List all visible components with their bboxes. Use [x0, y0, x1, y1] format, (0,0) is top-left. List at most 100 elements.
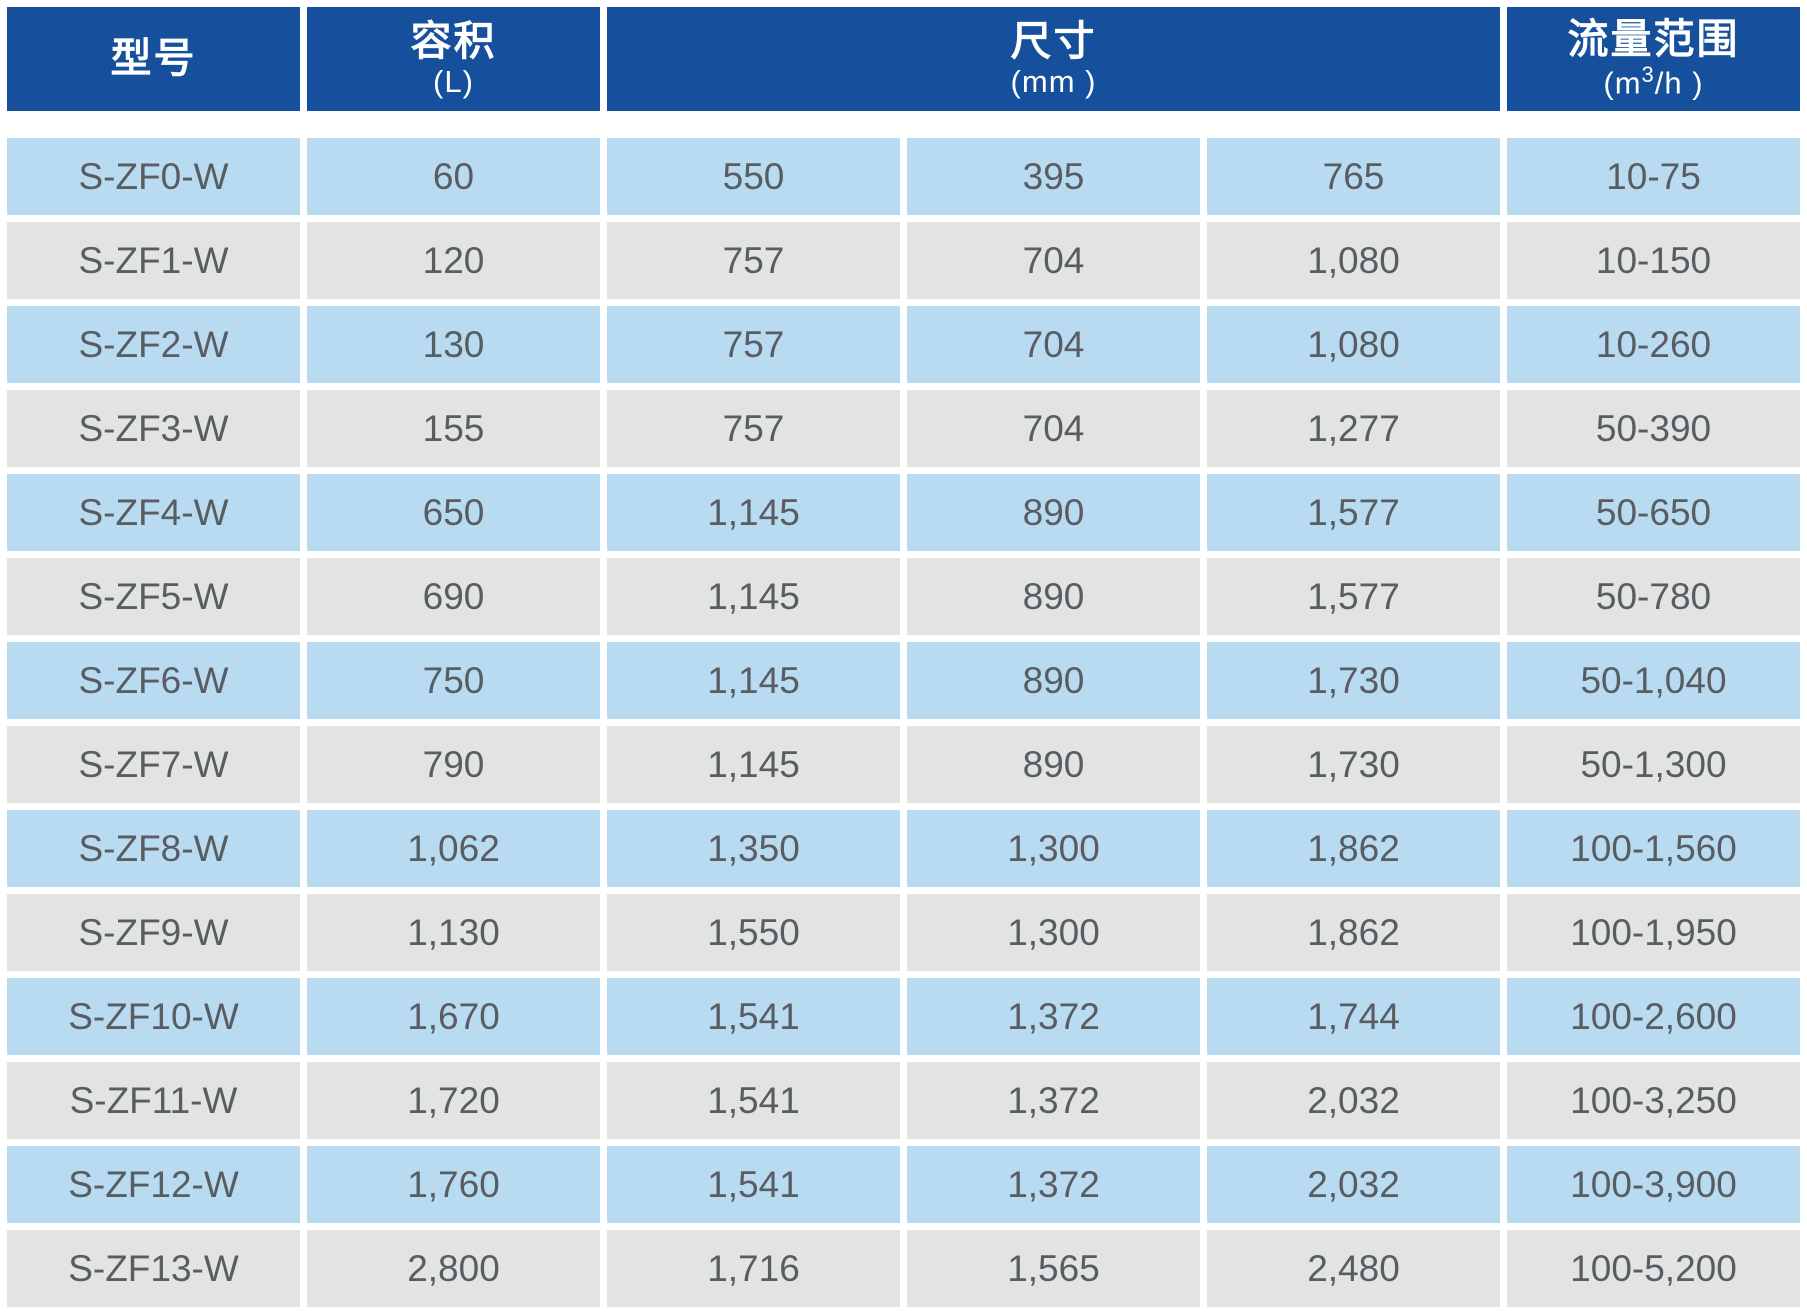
value-cell: 1,565 — [907, 1230, 1200, 1307]
value-cell: 550 — [607, 138, 900, 215]
value-cell: 2,032 — [1207, 1146, 1500, 1223]
value-cell: 155 — [307, 390, 600, 467]
value-cell: 130 — [307, 306, 600, 383]
value-cell: 100-3,250 — [1507, 1062, 1800, 1139]
value-cell: 765 — [1207, 138, 1500, 215]
table-row: S-ZF4-W 650 1,145 890 1,577 50-650 — [7, 474, 1800, 551]
value-cell: 1,862 — [1207, 894, 1500, 971]
value-cell: 10-150 — [1507, 222, 1800, 299]
value-cell: 1,744 — [1207, 978, 1500, 1055]
value-cell: 1,550 — [607, 894, 900, 971]
value-cell: 1,300 — [907, 810, 1200, 887]
value-cell: 1,062 — [307, 810, 600, 887]
value-cell: 1,730 — [1207, 642, 1500, 719]
value-cell: 1,716 — [607, 1230, 900, 1307]
header-volume: 容积 (L) — [307, 7, 600, 111]
value-cell: 704 — [907, 306, 1200, 383]
value-cell: 704 — [907, 222, 1200, 299]
table-row: S-ZF7-W 790 1,145 890 1,730 50-1,300 — [7, 726, 1800, 803]
value-cell: 890 — [907, 642, 1200, 719]
value-cell: 1,080 — [1207, 306, 1500, 383]
value-cell: 1,130 — [307, 894, 600, 971]
table-row: S-ZF3-W 155 757 704 1,277 50-390 — [7, 390, 1800, 467]
table-row: S-ZF10-W 1,670 1,541 1,372 1,744 100-2,600 — [7, 978, 1800, 1055]
value-cell: 120 — [307, 222, 600, 299]
value-cell: 1,541 — [607, 1146, 900, 1223]
table-row: S-ZF13-W 2,800 1,716 1,565 2,480 100-5,200 — [7, 1230, 1800, 1307]
table-row: S-ZF11-W 1,720 1,541 1,372 2,032 100-3,250 — [7, 1062, 1800, 1139]
value-cell: 1,730 — [1207, 726, 1500, 803]
value-cell: 1,350 — [607, 810, 900, 887]
model-cell: S-ZF7-W — [7, 726, 300, 803]
value-cell: 10-260 — [1507, 306, 1800, 383]
value-cell: 100-3,900 — [1507, 1146, 1800, 1223]
value-cell: 890 — [907, 726, 1200, 803]
value-cell: 100-2,600 — [1507, 978, 1800, 1055]
value-cell: 1,080 — [1207, 222, 1500, 299]
table-row: S-ZF1-W 120 757 704 1,080 10-150 — [7, 222, 1800, 299]
value-cell: 757 — [607, 390, 900, 467]
table-row: S-ZF2-W 130 757 704 1,080 10-260 — [7, 306, 1800, 383]
value-cell: 50-650 — [1507, 474, 1800, 551]
value-cell: 1,541 — [607, 978, 900, 1055]
value-cell: 1,862 — [1207, 810, 1500, 887]
value-cell: 757 — [607, 222, 900, 299]
header-model-title: 型号 — [110, 35, 197, 82]
value-cell: 1,760 — [307, 1146, 600, 1223]
header-row: 型号 容积 (L) 尺寸 (mm ) 流量范围 (m3/h ) — [7, 7, 1800, 111]
model-cell: S-ZF2-W — [7, 306, 300, 383]
table-row: S-ZF8-W 1,062 1,350 1,300 1,862 100-1,560 — [7, 810, 1800, 887]
value-cell: 395 — [907, 138, 1200, 215]
value-cell: 50-1,300 — [1507, 726, 1800, 803]
header-flow: 流量范围 (m3/h ) — [1507, 7, 1800, 111]
header-volume-title: 容积 — [410, 17, 497, 64]
value-cell: 1,145 — [607, 474, 900, 551]
value-cell: 1,541 — [607, 1062, 900, 1139]
value-cell: 2,032 — [1207, 1062, 1500, 1139]
value-cell: 750 — [307, 642, 600, 719]
model-cell: S-ZF0-W — [7, 138, 300, 215]
value-cell: 1,372 — [907, 978, 1200, 1055]
table-row: S-ZF6-W 750 1,145 890 1,730 50-1,040 — [7, 642, 1800, 719]
value-cell: 1,145 — [607, 726, 900, 803]
value-cell: 100-5,200 — [1507, 1230, 1800, 1307]
value-cell: 10-75 — [1507, 138, 1800, 215]
value-cell: 100-1,560 — [1507, 810, 1800, 887]
header-model: 型号 — [7, 7, 300, 111]
model-cell: S-ZF9-W — [7, 894, 300, 971]
value-cell: 50-390 — [1507, 390, 1800, 467]
value-cell: 650 — [307, 474, 600, 551]
value-cell: 1,372 — [907, 1062, 1200, 1139]
value-cell: 50-1,040 — [1507, 642, 1800, 719]
value-cell: 704 — [907, 390, 1200, 467]
header-dimensions-unit: (mm ) — [1010, 63, 1097, 99]
value-cell: 1,277 — [1207, 390, 1500, 467]
table-row: S-ZF0-W 60 550 395 765 10-75 — [7, 138, 1800, 215]
value-cell: 100-1,950 — [1507, 894, 1800, 971]
value-cell: 890 — [907, 474, 1200, 551]
model-cell: S-ZF8-W — [7, 810, 300, 887]
model-cell: S-ZF1-W — [7, 222, 300, 299]
value-cell: 2,800 — [307, 1230, 600, 1307]
value-cell: 1,372 — [907, 1146, 1200, 1223]
header-gap-spacer — [7, 118, 1800, 131]
model-cell: S-ZF11-W — [7, 1062, 300, 1139]
value-cell: 1,720 — [307, 1062, 600, 1139]
value-cell: 690 — [307, 558, 600, 635]
value-cell: 1,145 — [607, 558, 900, 635]
header-volume-unit: (L) — [433, 63, 474, 99]
value-cell: 757 — [607, 306, 900, 383]
value-cell: 60 — [307, 138, 600, 215]
model-cell: S-ZF5-W — [7, 558, 300, 635]
value-cell: 2,480 — [1207, 1230, 1500, 1307]
value-cell: 1,577 — [1207, 558, 1500, 635]
header-flow-unit: (m3/h ) — [1603, 61, 1704, 101]
header-flow-title: 流量范围 — [1567, 16, 1740, 63]
value-cell: 1,145 — [607, 642, 900, 719]
table-body: S-ZF0-W 60 550 395 765 10-75 S-ZF1-W 120 757 704 1… — [7, 118, 1800, 1307]
header-dimensions-title: 尺寸 — [1010, 17, 1097, 64]
header-dimensions: 尺寸 (mm ) — [607, 7, 1500, 111]
model-cell: S-ZF12-W — [7, 1146, 300, 1223]
model-cell: S-ZF4-W — [7, 474, 300, 551]
